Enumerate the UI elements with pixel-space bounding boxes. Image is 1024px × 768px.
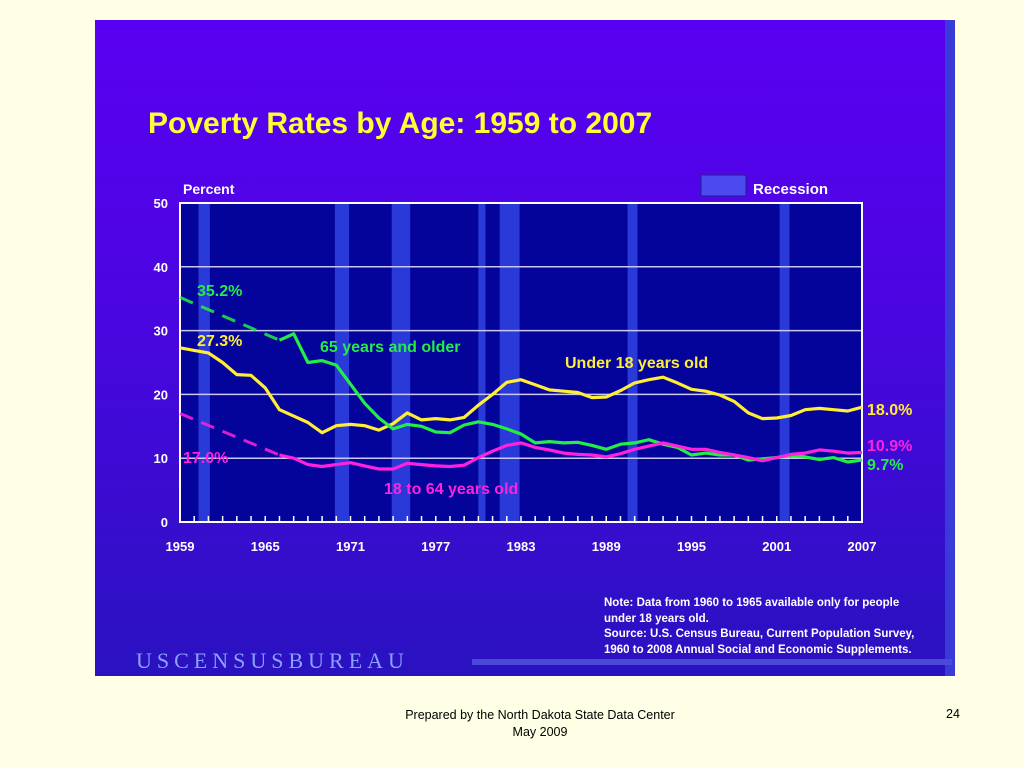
footer-credit: Prepared by the North Dakota State Data …: [405, 708, 675, 722]
page-number: 24: [946, 707, 960, 721]
source-line: 1960 to 2008 Annual Social and Economic …: [604, 643, 912, 656]
census-bureau-logo: USCENSUSBUREAU: [136, 648, 409, 673]
x-tick-label: 1989: [592, 539, 621, 554]
series-name-65: 65 years and older: [320, 339, 461, 356]
label-1864-end: 10.9%: [867, 438, 912, 455]
series-line-under-18-years-old: [179, 346, 863, 435]
x-tick-label: 1965: [251, 539, 280, 554]
x-tick-label: 1995: [677, 539, 706, 554]
x-tick-label: 1971: [336, 539, 365, 554]
series-line-65-years-and-older: [278, 332, 863, 464]
label-65-start: 35.2%: [197, 283, 242, 300]
series-line-18-to-64-years-old: [279, 441, 863, 471]
label-65-end: 9.7%: [867, 457, 903, 474]
series-name-u18: Under 18 years old: [565, 355, 708, 372]
y-tick-label: 40: [154, 260, 168, 275]
source-line: Source: U.S. Census Bureau, Current Popu…: [604, 628, 915, 640]
x-tick-label: 1983: [507, 539, 536, 554]
y-tick-label: 10: [154, 451, 168, 466]
recession-band: [198, 203, 210, 522]
slide-right-bar: [945, 20, 955, 676]
y-axis-label: Percent: [183, 181, 235, 197]
recession-band: [627, 203, 638, 522]
x-tick-label: 2001: [762, 539, 791, 554]
legend-recession-swatch: [700, 174, 747, 197]
note-line: under 18 years old.: [604, 612, 709, 625]
recession-band: [499, 203, 520, 522]
y-tick-label: 50: [154, 196, 168, 211]
plot-area: [180, 203, 862, 522]
chart-note: Note: Data from 1960 to 1965 available o…: [604, 596, 914, 658]
x-tick-label: 1977: [421, 539, 450, 554]
series-dashed-estimate: [179, 412, 281, 457]
series-dashed-estimate: [179, 296, 281, 342]
recession-band: [478, 203, 486, 522]
label-u18-start: 27.3%: [197, 333, 242, 350]
series-name-1864: 18 to 64 years old: [384, 481, 518, 498]
label-1864-start: 17.0%: [183, 450, 228, 467]
y-tick-label: 20: [154, 387, 168, 402]
y-tick-label: 0: [161, 515, 168, 530]
y-tick-label: 30: [154, 324, 168, 339]
recession-band: [779, 203, 790, 522]
recession-band: [334, 203, 350, 522]
note-line: Note: Data from 1960 to 1965 available o…: [604, 597, 900, 609]
label-u18-end: 18.0%: [867, 402, 912, 419]
legend-recession-label: Recession: [753, 181, 828, 198]
footer-date: May 2009: [512, 725, 568, 739]
footer: Prepared by the North Dakota State Data …: [380, 707, 700, 741]
x-tick-label: 2007: [848, 539, 877, 554]
x-tick-label: 1959: [166, 539, 195, 554]
recession-band: [391, 203, 411, 522]
logo-rule: [472, 659, 952, 665]
chart-title: Poverty Rates by Age: 1959 to 2007: [148, 107, 652, 140]
